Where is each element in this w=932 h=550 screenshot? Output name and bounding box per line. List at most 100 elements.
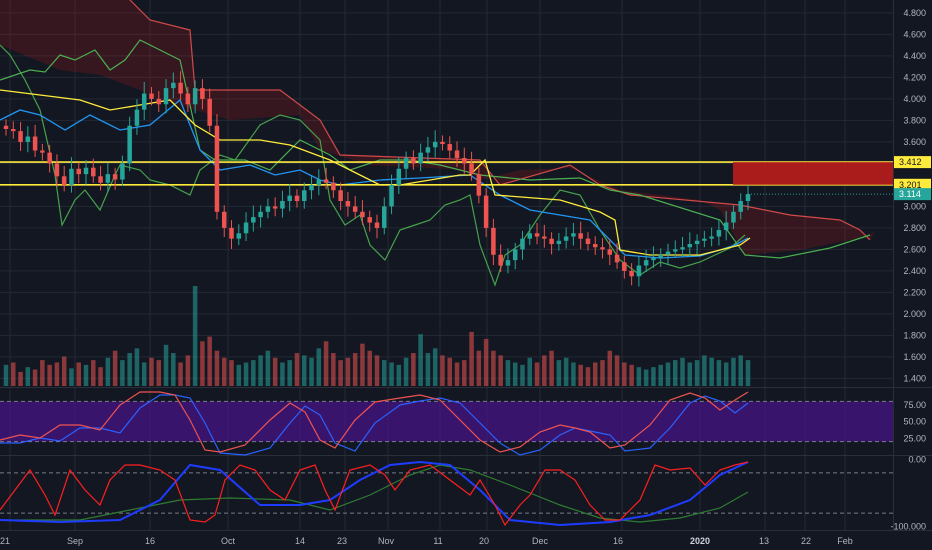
volume-bar xyxy=(258,355,263,386)
candle-body xyxy=(723,222,729,231)
candle-body xyxy=(47,152,52,164)
volume-bar xyxy=(98,367,103,386)
candle-body xyxy=(512,249,518,261)
candle-body xyxy=(192,88,198,105)
volume-bar xyxy=(651,367,656,386)
candle-body xyxy=(462,158,467,164)
candle-body xyxy=(585,238,591,245)
volume-bar xyxy=(76,362,82,386)
volume-bar xyxy=(200,341,205,386)
price-axis-label: 2.600 xyxy=(903,244,926,254)
volume-bar xyxy=(338,360,343,386)
time-axis-label: Feb xyxy=(837,536,853,546)
candle-body xyxy=(243,222,249,234)
candle-body xyxy=(367,217,372,223)
volume-bar xyxy=(374,355,380,386)
candle-body xyxy=(54,163,60,177)
candle-body xyxy=(272,206,278,209)
price-axis-label: 2.200 xyxy=(903,287,926,297)
price-axis-label: 1.800 xyxy=(903,330,926,340)
volume-bar xyxy=(236,364,242,386)
price-axis-label: 1.600 xyxy=(903,352,926,362)
candle-body xyxy=(3,125,9,129)
candle-body xyxy=(694,240,700,245)
volume-bar xyxy=(556,360,562,386)
volume-bar xyxy=(149,357,154,386)
candle-body xyxy=(716,230,722,237)
candle-body xyxy=(505,260,511,266)
time-axis-label: 23 xyxy=(337,536,347,546)
stoch-rsi-d-line xyxy=(0,394,749,456)
candle-body xyxy=(651,258,656,261)
candle-body xyxy=(680,247,685,250)
price-axis-label: 3.600 xyxy=(903,137,926,147)
volume-bar xyxy=(280,362,285,386)
volume-bar xyxy=(32,369,38,386)
volume-bar xyxy=(91,360,96,386)
candle-body xyxy=(687,244,693,248)
senkou-span-b-line xyxy=(129,0,871,241)
candle-body xyxy=(98,176,103,183)
candle-body xyxy=(163,88,169,105)
candle-body xyxy=(40,150,45,153)
volume-bar xyxy=(272,357,278,386)
volume-bar xyxy=(287,360,292,386)
volume-bar xyxy=(69,368,74,386)
volume-bar xyxy=(687,362,693,386)
candle-body xyxy=(432,141,438,148)
volume-bar xyxy=(83,364,89,386)
candle-body xyxy=(214,125,220,212)
volume-bar xyxy=(309,357,314,386)
candle-body xyxy=(600,247,605,250)
volume-bar xyxy=(316,348,322,386)
candle-body xyxy=(549,238,554,245)
volume-bar xyxy=(709,357,714,386)
price-axis-label: 3.800 xyxy=(903,115,926,125)
candle-body xyxy=(149,93,154,99)
candle-body xyxy=(498,254,503,266)
volume-bar xyxy=(680,357,685,386)
kijun-sen-line xyxy=(0,89,751,256)
candle-body xyxy=(527,233,533,239)
volume-bar xyxy=(694,360,700,386)
candle-body xyxy=(338,190,343,202)
candle-body xyxy=(207,98,212,126)
volume-bar xyxy=(134,348,140,386)
candle-body xyxy=(389,184,394,207)
candle-body xyxy=(345,201,351,207)
williams-r-signal-line xyxy=(0,464,749,523)
volume-bar xyxy=(47,364,52,386)
price-tag-last: 3.114 xyxy=(894,188,931,201)
candle-body xyxy=(141,93,147,110)
candle-body xyxy=(483,195,489,228)
volume-bar xyxy=(61,356,67,386)
volume-bar xyxy=(294,353,300,386)
candle-body xyxy=(251,217,256,223)
price-tag-level-1-bg xyxy=(894,156,931,169)
price-tag-level-2-bg xyxy=(894,178,931,191)
candle-body xyxy=(745,194,751,202)
volume-bar xyxy=(389,362,394,386)
candle-body xyxy=(360,211,365,218)
volume-bar xyxy=(600,360,605,386)
candle-body xyxy=(738,201,743,212)
williams-r-line xyxy=(0,461,749,527)
volume-bar xyxy=(549,350,554,386)
volume-bars xyxy=(3,286,751,386)
stoch-rsi-axis-label: 25.00 xyxy=(903,433,926,443)
time-axis-label: 14 xyxy=(295,536,305,546)
candle-body xyxy=(702,238,707,241)
candles xyxy=(3,71,751,287)
candle-body xyxy=(287,195,292,202)
volume-bar xyxy=(716,360,722,386)
candle-body xyxy=(382,206,387,228)
volume-bar xyxy=(527,357,533,386)
volume-bar xyxy=(542,355,547,386)
williams-r-axis-label: 0.00 xyxy=(908,454,926,464)
candle-body xyxy=(127,125,132,164)
volume-bar xyxy=(18,371,23,386)
candle-body xyxy=(592,244,598,248)
volume-bar xyxy=(491,350,496,386)
volume-bar xyxy=(520,364,525,386)
